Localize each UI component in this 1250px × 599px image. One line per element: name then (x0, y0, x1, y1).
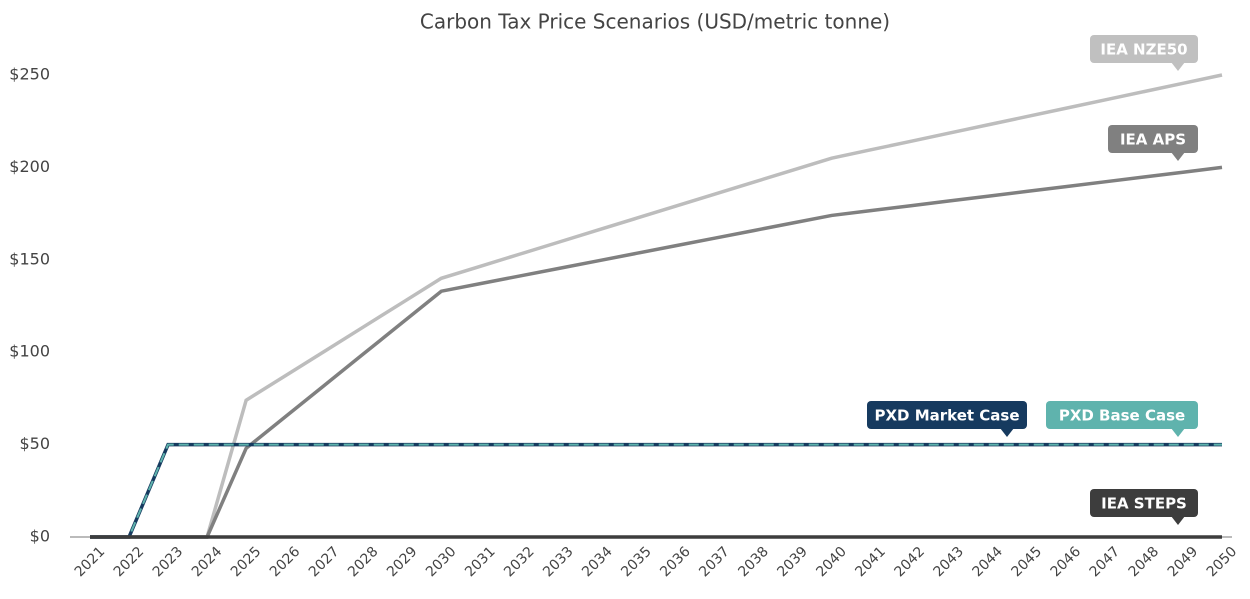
x-tick-label: 2028 (345, 544, 382, 581)
x-tick-label: 2033 (540, 544, 577, 581)
x-tick-label: 2037 (696, 544, 733, 581)
legend-callout: PXD Market Case (867, 401, 1027, 437)
x-tick-label: 2042 (891, 544, 928, 581)
x-tick-label: 2027 (306, 544, 343, 581)
legend-label: IEA NZE50 (1100, 41, 1187, 59)
callout-pointer (1000, 428, 1014, 437)
x-tick-label: 2038 (735, 544, 772, 581)
callout-box (1090, 489, 1198, 517)
y-tick-label: $50 (19, 434, 50, 453)
x-tick-label: 2036 (657, 544, 694, 581)
legend-label: IEA APS (1120, 131, 1186, 149)
callout-box (1090, 35, 1198, 63)
x-tick-label: 2047 (1087, 544, 1124, 581)
x-tick-label: 2050 (1204, 544, 1241, 581)
x-tick-label: 2030 (423, 544, 460, 581)
y-tick-label: $150 (9, 249, 50, 268)
legend-label: IEA STEPS (1101, 495, 1187, 513)
callout-box (1046, 401, 1198, 429)
callout-box (867, 401, 1027, 429)
x-tick-label: 2021 (72, 544, 109, 581)
x-tick-label: 2034 (579, 544, 616, 581)
x-tick-label: 2048 (1126, 544, 1163, 581)
y-tick-label: $100 (9, 342, 50, 361)
x-tick-label: 2031 (462, 544, 499, 581)
x-tick-label: 2022 (111, 544, 148, 581)
x-tick-label: 2040 (813, 544, 850, 581)
legend-callout: PXD Base Case (1046, 401, 1198, 437)
x-tick-label: 2049 (1165, 544, 1202, 581)
x-tick-label: 2024 (189, 544, 226, 581)
callout-pointer (1171, 62, 1185, 71)
x-tick-label: 2032 (501, 544, 538, 581)
series-line (90, 165, 1223, 539)
chart-title: Carbon Tax Price Scenarios (USD/metric t… (420, 10, 890, 34)
x-tick-label: 2026 (267, 544, 304, 581)
x-tick-label: 2039 (774, 544, 811, 581)
x-tick-label: 2046 (1048, 544, 1085, 581)
x-tick-label: 2043 (931, 544, 968, 581)
series-line (90, 73, 1223, 539)
series-line (90, 443, 1222, 538)
x-tick-label: 2035 (618, 544, 655, 581)
legend-callout: IEA APS (1108, 125, 1198, 161)
legend-label: PXD Base Case (1059, 407, 1185, 425)
x-tick-label: 2023 (150, 544, 187, 581)
x-tick-label: 2041 (852, 544, 889, 581)
callout-pointer (1171, 516, 1185, 525)
y-tick-label: $200 (9, 157, 50, 176)
x-tick-label: 2045 (1009, 544, 1046, 581)
series-line (90, 442, 1222, 539)
callout-box (1108, 125, 1198, 153)
callout-pointer (1171, 428, 1185, 437)
x-tick-label: 2029 (384, 544, 421, 581)
callout-pointer (1171, 152, 1185, 161)
y-tick-label: $0 (30, 527, 50, 546)
x-tick-label: 2044 (970, 544, 1007, 581)
legend-callout: IEA STEPS (1090, 489, 1198, 525)
legend-callout: IEA NZE50 (1090, 35, 1198, 71)
x-tick-label: 2025 (228, 544, 265, 581)
y-tick-label: $250 (9, 65, 50, 84)
legend-label: PXD Market Case (874, 407, 1019, 425)
